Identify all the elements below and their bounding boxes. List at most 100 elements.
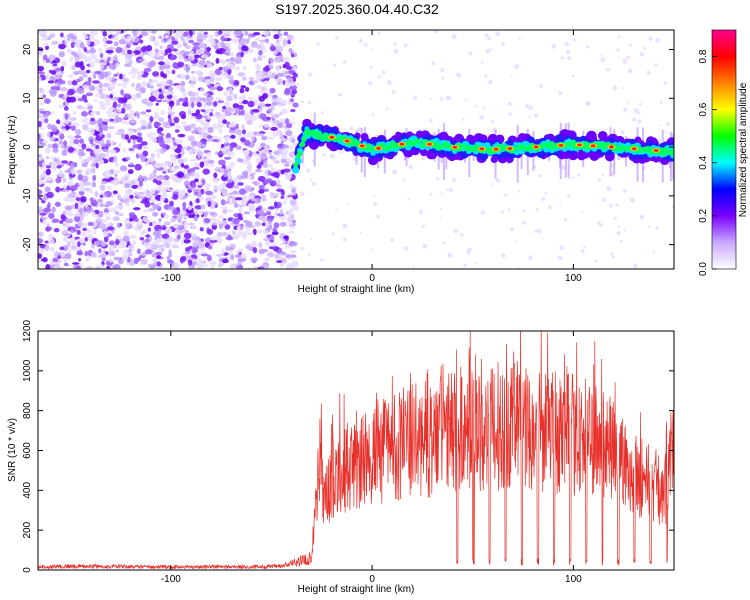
noise-blob bbox=[139, 86, 146, 94]
noise-blob bbox=[162, 73, 168, 79]
noise-blob bbox=[164, 242, 171, 249]
noise-blob bbox=[253, 98, 258, 103]
noise-blob bbox=[50, 161, 58, 169]
noise-blob bbox=[102, 31, 108, 37]
noise-blob bbox=[183, 216, 188, 220]
signal-peak bbox=[653, 149, 659, 152]
noise-blob bbox=[170, 54, 175, 61]
noise-blob bbox=[259, 113, 267, 120]
noise-blob bbox=[180, 86, 186, 93]
noise-blob bbox=[97, 198, 103, 203]
noise-blob bbox=[263, 75, 271, 79]
noise-blob bbox=[159, 195, 165, 202]
noise-blob bbox=[150, 30, 157, 34]
noise-blob bbox=[211, 138, 220, 143]
noise-blob bbox=[250, 172, 256, 176]
noise-blob bbox=[85, 257, 90, 262]
noise-blob bbox=[289, 199, 297, 206]
noise-blob bbox=[154, 114, 160, 120]
noise-blob bbox=[583, 245, 587, 249]
noise-blob bbox=[156, 127, 162, 134]
noise-blob bbox=[38, 108, 45, 112]
noise-blob bbox=[164, 48, 173, 54]
noise-blob bbox=[136, 136, 143, 143]
noise-blob bbox=[270, 155, 275, 160]
noise-blob bbox=[45, 147, 51, 154]
noise-blob bbox=[199, 161, 205, 168]
signal-band bbox=[671, 148, 674, 153]
noise-blob bbox=[123, 116, 129, 121]
noise-blob bbox=[206, 228, 214, 235]
colorbar-tick-label: 0.4 bbox=[698, 155, 709, 169]
noise-blob bbox=[290, 225, 295, 230]
noise-blob bbox=[288, 208, 294, 215]
noise-blob bbox=[158, 61, 165, 66]
noise-blob bbox=[533, 113, 539, 118]
noise-blob bbox=[262, 163, 269, 168]
noise-blob bbox=[507, 101, 512, 106]
noise-blob bbox=[218, 183, 227, 191]
y-tick-label: 0 bbox=[22, 567, 33, 573]
noise-blob bbox=[230, 254, 235, 261]
noise-blob bbox=[130, 114, 136, 120]
noise-blob bbox=[275, 59, 282, 63]
noise-blob bbox=[178, 97, 185, 102]
noise-blob bbox=[66, 135, 74, 139]
noise-blob bbox=[52, 147, 59, 154]
noise-blob bbox=[233, 184, 240, 190]
noise-blob bbox=[226, 179, 233, 184]
noise-blob bbox=[617, 225, 621, 228]
noise-blob bbox=[256, 209, 265, 216]
signal-band bbox=[417, 139, 422, 144]
signal-peak bbox=[329, 135, 335, 139]
noise-blob bbox=[268, 42, 273, 46]
noise-blob bbox=[62, 177, 67, 183]
noise-blob bbox=[80, 54, 88, 59]
noise-blob bbox=[252, 57, 257, 63]
noise-blob bbox=[182, 31, 189, 37]
noise-blob bbox=[202, 121, 211, 128]
noise-blob bbox=[151, 79, 158, 84]
noise-blob bbox=[237, 248, 244, 252]
noise-blob bbox=[86, 39, 91, 46]
x-tick-label: -100 bbox=[161, 273, 181, 284]
noise-blob bbox=[111, 64, 116, 71]
noise-blob bbox=[81, 210, 85, 215]
noise-blob bbox=[62, 237, 69, 243]
noise-blob bbox=[176, 234, 181, 240]
noise-blob bbox=[544, 191, 548, 195]
noise-blob bbox=[112, 101, 118, 108]
noise-blob bbox=[200, 264, 209, 268]
noise-blob bbox=[98, 126, 104, 133]
noise-blob bbox=[118, 38, 126, 45]
noise-blob bbox=[160, 110, 165, 116]
noise-blob bbox=[150, 202, 155, 206]
noise-blob bbox=[57, 143, 62, 147]
noise-blob bbox=[266, 116, 271, 120]
noise-blob bbox=[67, 80, 73, 86]
noise-blob bbox=[119, 165, 128, 172]
noise-blob bbox=[202, 168, 211, 175]
signal-peak bbox=[452, 145, 458, 149]
noise-blob bbox=[57, 172, 66, 178]
noise-blob bbox=[156, 255, 161, 259]
noise-blob bbox=[100, 180, 108, 185]
noise-blob bbox=[211, 123, 217, 129]
noise-blob bbox=[59, 220, 64, 224]
noise-blob bbox=[89, 61, 95, 68]
noise-blob bbox=[480, 60, 484, 64]
noise-blob bbox=[286, 157, 290, 162]
noise-blob bbox=[193, 162, 201, 168]
noise-blob bbox=[292, 219, 296, 224]
noise-blob bbox=[47, 201, 51, 209]
noise-blob bbox=[288, 263, 293, 269]
noise-blob bbox=[222, 231, 227, 237]
noise-blob bbox=[127, 128, 135, 132]
noise-blob bbox=[92, 252, 97, 258]
noise-blob bbox=[429, 118, 433, 123]
x-tick-label: 0 bbox=[369, 574, 375, 585]
noise-blob bbox=[182, 206, 186, 212]
noise-blob bbox=[167, 86, 174, 92]
noise-blob bbox=[331, 232, 335, 236]
